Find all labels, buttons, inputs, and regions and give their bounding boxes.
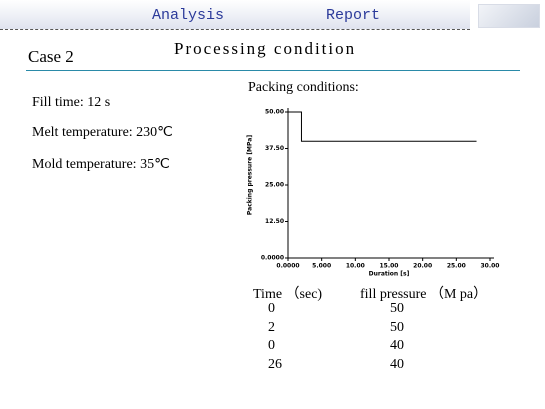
x-tick-label: 10.00 [346,263,365,270]
x-tick-label: 0.0000 [276,263,299,270]
table-cell: 2 [268,319,275,335]
x-tick-label: 20.00 [413,263,432,270]
header-bar [0,0,470,30]
line [288,111,477,142]
table-cell: 50 [390,319,404,335]
table-cell: 40 [390,356,404,372]
y-tick-label: 0.0000 [261,255,284,262]
table-cell: 0 [268,338,275,353]
chart-heading: Packing conditions: [248,80,359,95]
y-axis-label: Packing pressure [MPa] [247,135,254,215]
table-cell: 40 [390,338,404,353]
divider [26,70,520,71]
x-tick-label: 15.00 [380,263,399,270]
x-tick-label: 30.00 [481,263,500,270]
table-cell: 26 [268,356,282,372]
y-tick-label: 25.00 [265,182,284,189]
table-header: fill pressure （M pa） [360,287,488,302]
case-label: Case 2 [28,47,74,66]
x-tick-label: 5.000 [312,263,331,270]
field: Mold temperature: 35℃ [32,157,170,172]
table-cell: 50 [390,301,404,316]
y-tick-label: 37.50 [265,145,284,152]
tab: Analysis [152,7,225,24]
x-axis-label: Duration [s] [369,271,410,278]
table-cell: 0 [268,301,275,316]
field: Fill time: 12 s [32,95,111,110]
x-tick-label: 25.00 [447,263,466,270]
field: Melt temperature: 230℃ [32,125,173,140]
tab: Report [326,7,381,24]
table-header: Time （sec) [253,287,323,302]
y-tick-label: 12.50 [265,218,284,225]
title: Processing condition [174,39,357,58]
y-tick-label: 50.00 [265,109,284,116]
header-icon [478,4,540,28]
